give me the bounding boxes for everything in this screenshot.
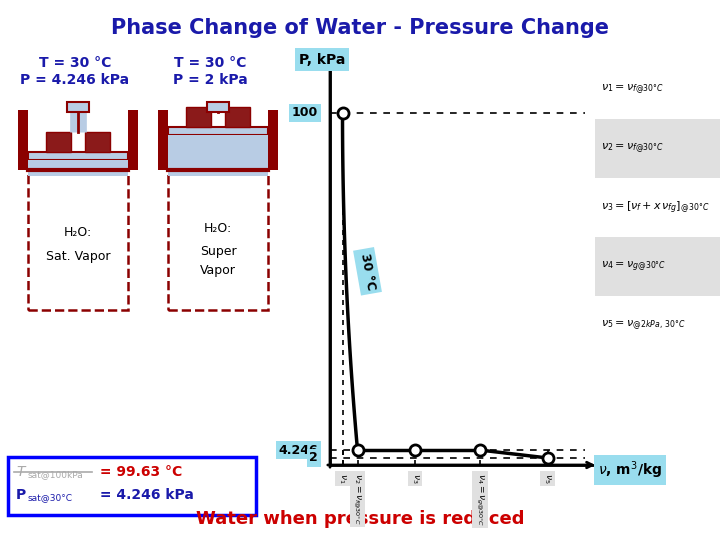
Bar (225, 107, 250, 127)
Bar (28, 152, 128, 160)
Text: = 99.63 °C: = 99.63 °C (95, 465, 182, 479)
Bar (595, 60, 720, 119)
Bar (168, 135, 268, 170)
Text: P = 4.246 kPa: P = 4.246 kPa (20, 73, 130, 87)
Text: T = 30 °C: T = 30 °C (39, 56, 111, 70)
FancyBboxPatch shape (28, 170, 128, 310)
Text: Water when pressure is reduced: Water when pressure is reduced (196, 510, 524, 528)
Bar (168, 170, 268, 176)
Bar (595, 296, 720, 355)
Bar (46, 132, 71, 152)
Bar (28, 170, 128, 176)
Bar (128, 110, 138, 170)
Text: sat@30°C: sat@30°C (28, 494, 73, 503)
FancyBboxPatch shape (168, 170, 268, 310)
Text: sat@100kPa: sat@100kPa (28, 470, 84, 480)
Text: T: T (16, 465, 24, 479)
Text: Phase Change of Water - Pressure Change: Phase Change of Water - Pressure Change (111, 18, 609, 38)
Text: Vapor: Vapor (200, 264, 236, 278)
Text: $\nu$, m$^3$/kg: $\nu$, m$^3$/kg (598, 459, 662, 481)
Text: T = 30 °C: T = 30 °C (174, 56, 246, 70)
Bar (595, 178, 720, 237)
Bar (207, 102, 229, 112)
Text: 100: 100 (292, 106, 318, 119)
Text: $\nu_1 = \nu_{f@30°C}$: $\nu_1 = \nu_{f@30°C}$ (601, 83, 664, 97)
Text: P, kPa: P, kPa (299, 52, 345, 66)
FancyBboxPatch shape (8, 457, 256, 515)
Text: $\nu_4 = \nu_{g@30°C}$: $\nu_4 = \nu_{g@30°C}$ (601, 259, 666, 274)
Bar (268, 110, 278, 170)
Bar (28, 160, 128, 170)
Text: 2: 2 (310, 451, 318, 464)
Text: $\nu_5$: $\nu_5$ (542, 473, 553, 483)
Text: $\nu_3$: $\nu_3$ (410, 473, 420, 483)
Bar (186, 107, 211, 127)
Text: Sat. Vapor: Sat. Vapor (46, 251, 110, 264)
Bar (595, 237, 720, 296)
Text: Super: Super (199, 245, 236, 258)
Bar (18, 110, 28, 170)
Text: 4.246: 4.246 (279, 443, 318, 456)
Text: = 4.246 kPa: = 4.246 kPa (95, 488, 194, 502)
Text: $\nu_2 = \nu_{f@30°C}$: $\nu_2 = \nu_{f@30°C}$ (352, 473, 363, 524)
Bar (168, 127, 268, 135)
Text: $\nu_5 = \nu_{@2kPa,\,30°C}$: $\nu_5 = \nu_{@2kPa,\,30°C}$ (601, 319, 685, 333)
Text: $\nu_3 = [\nu_f + x\,\nu_{fg}]_{@30°C}$: $\nu_3 = [\nu_f + x\,\nu_{fg}]_{@30°C}$ (601, 199, 709, 215)
Bar (158, 110, 168, 170)
Text: $\nu_2 = \nu_{f@30°C}$: $\nu_2 = \nu_{f@30°C}$ (601, 141, 664, 156)
Bar (595, 60, 720, 355)
Text: $\nu_4 = \nu_{g@30°C}$: $\nu_4 = \nu_{g@30°C}$ (474, 473, 485, 526)
Text: P: P (16, 488, 26, 502)
Bar (595, 119, 720, 178)
Text: H₂O:: H₂O: (64, 226, 92, 240)
Text: $\nu_1$: $\nu_1$ (337, 473, 348, 483)
Bar (67, 102, 89, 112)
Text: 30 °C: 30 °C (358, 252, 377, 291)
Bar (85, 132, 110, 152)
Text: H₂O:: H₂O: (204, 222, 232, 235)
Text: P = 2 kPa: P = 2 kPa (173, 73, 248, 87)
